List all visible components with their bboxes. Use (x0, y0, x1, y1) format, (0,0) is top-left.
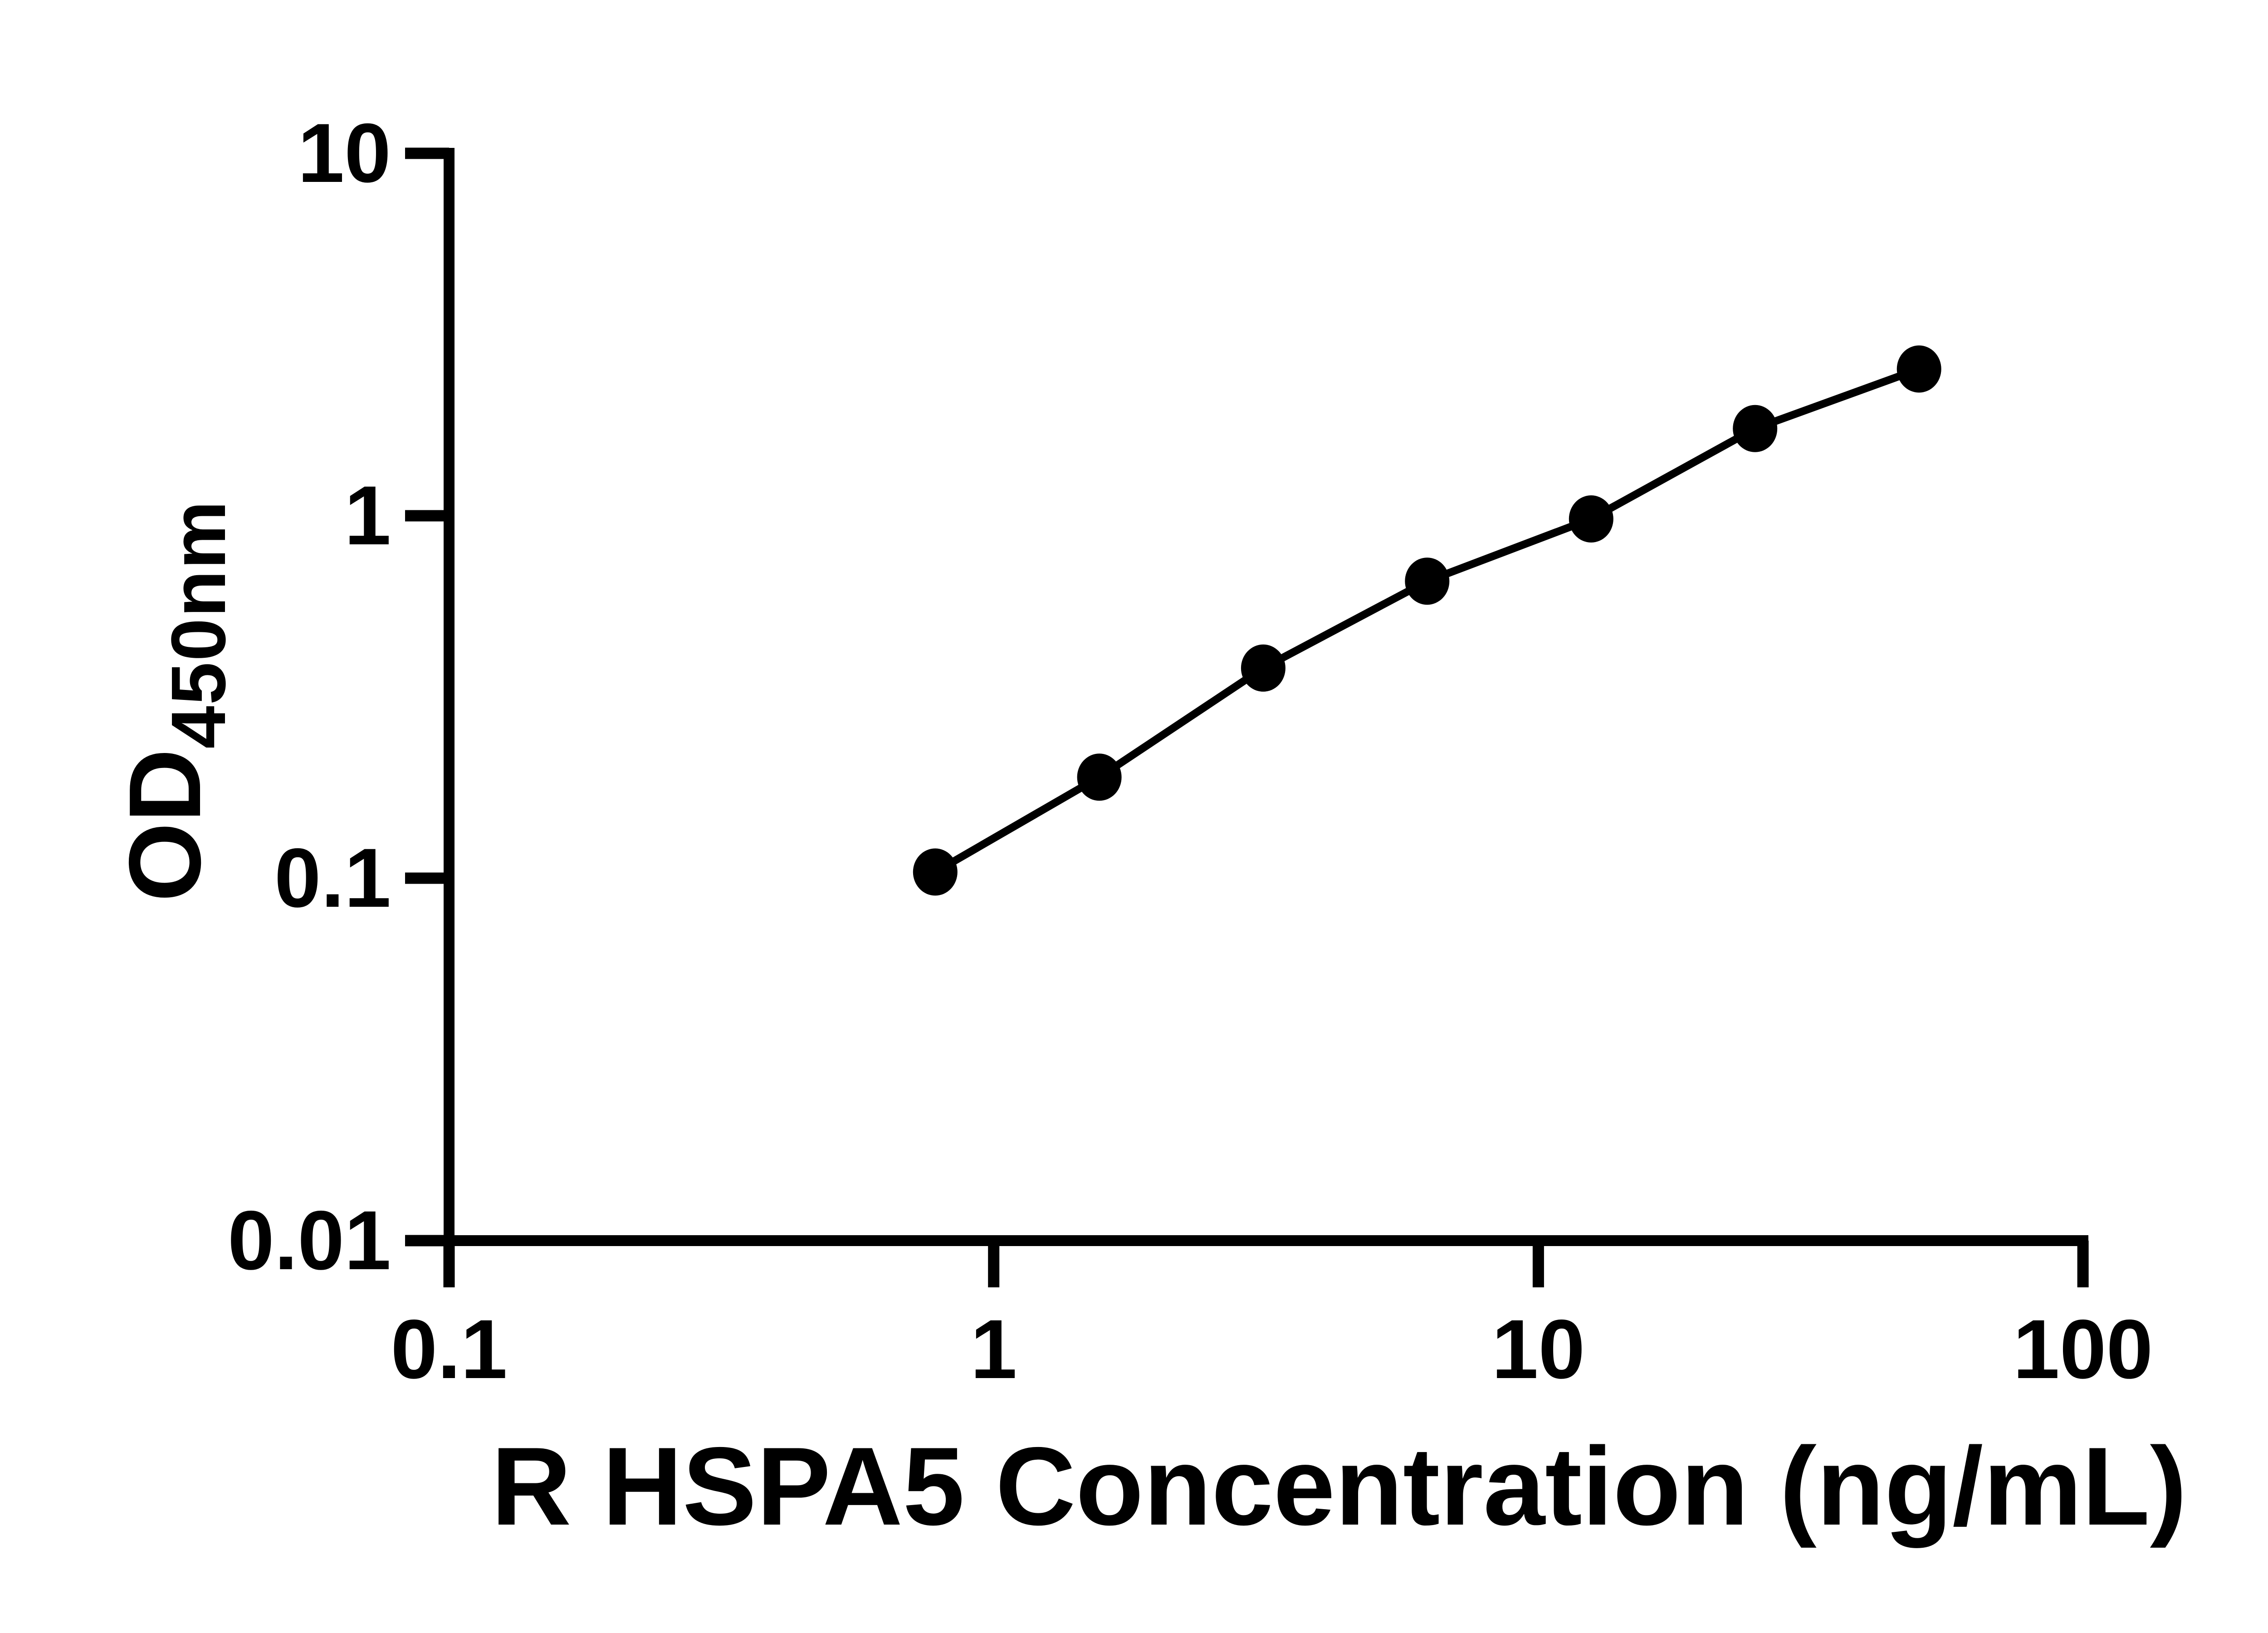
data-point-marker (1733, 405, 1778, 452)
x-axis-tick-label: 0.1 (391, 1303, 507, 1396)
data-point-marker (1077, 753, 1122, 801)
x-axis-tick-label: 1 (970, 1303, 1017, 1396)
x-axis-tick (1532, 1241, 1544, 1287)
data-point-marker (913, 848, 958, 896)
x-axis-tick (2077, 1241, 2089, 1287)
data-point-marker (1405, 557, 1450, 605)
y-axis-tick (405, 147, 449, 159)
x-axis-title: R HSPA5 Concentration (ng/mL) (491, 1424, 2187, 1548)
y-axis-title-subscript: 450nm (156, 499, 242, 749)
x-axis-tick-label: 10 (1492, 1303, 1585, 1396)
x-axis-line (405, 1235, 2088, 1246)
y-axis-tick (405, 510, 449, 522)
y-axis-tick-label: 0.01 (228, 1194, 391, 1287)
y-axis-tick (405, 872, 449, 884)
y-axis-tick-label: 1 (344, 469, 391, 562)
y-axis-tick-label: 0.1 (274, 831, 391, 925)
data-point-marker (1241, 644, 1286, 692)
data-point-marker (1897, 345, 1941, 393)
y-axis-tick-label: 10 (298, 107, 391, 200)
y-axis-title: OD450nm (106, 500, 243, 902)
data-point-marker (1569, 495, 1613, 543)
x-axis-tick-label: 100 (2013, 1303, 2153, 1396)
y-axis-line (444, 148, 455, 1246)
y-axis-tick (405, 1235, 449, 1247)
x-axis-tick (988, 1241, 1000, 1287)
y-axis-title-main: OD (108, 748, 222, 902)
x-axis-tick (443, 1241, 455, 1287)
